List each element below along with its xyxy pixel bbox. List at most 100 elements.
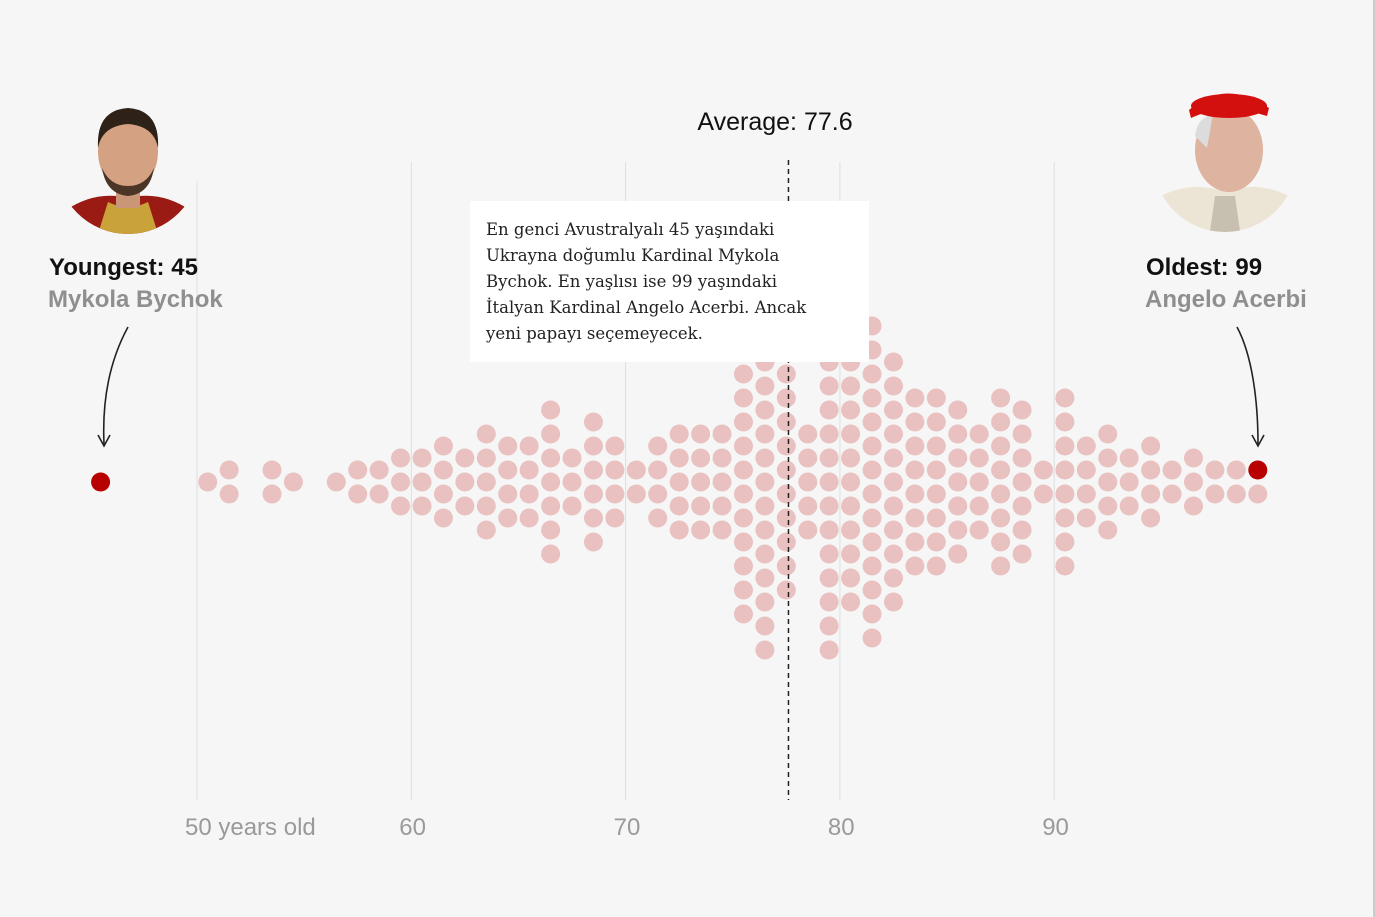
cardinal-dot: [755, 400, 775, 420]
cardinal-dot: [776, 508, 796, 528]
cardinal-dot: [1033, 484, 1053, 504]
cardinal-dot: [476, 520, 496, 540]
highlight-dot-age-99: [1248, 460, 1268, 480]
cardinal-dot: [1183, 448, 1203, 468]
cardinal-dot: [1162, 460, 1182, 480]
cardinal-dot: [1012, 520, 1032, 540]
cardinal-dot: [1141, 436, 1161, 456]
cardinal-dot: [648, 436, 668, 456]
cardinal-dot: [733, 604, 753, 624]
cardinal-dot: [1141, 508, 1161, 528]
cardinal-dot: [1183, 472, 1203, 492]
cardinal-dot: [1055, 484, 1075, 504]
cardinal-dot: [369, 484, 389, 504]
cardinal-dot: [1098, 448, 1118, 468]
cardinal-dot: [541, 496, 561, 516]
cardinal-dot: [841, 544, 861, 564]
oldest-name: Angelo Acerbi: [1145, 286, 1307, 313]
cardinal-dot: [905, 412, 925, 432]
cardinal-dot: [991, 388, 1011, 408]
cardinal-dot: [648, 484, 668, 504]
cardinal-dot: [1055, 388, 1075, 408]
x-tick-label: 90: [1042, 814, 1069, 841]
cardinal-dot: [798, 448, 818, 468]
annotation-line: yeni papayı seçemeyecek.: [486, 324, 703, 343]
cardinal-dot: [905, 532, 925, 552]
cardinal-dot: [948, 520, 968, 540]
cardinal-dot: [883, 568, 903, 588]
cardinal-dot: [862, 532, 882, 552]
annotation-line: İtalyan Kardinal Angelo Acerbi. Ancak: [486, 298, 807, 317]
cardinal-dot: [776, 364, 796, 384]
cardinal-dot: [1055, 436, 1075, 456]
cardinal-dot: [391, 496, 411, 516]
cardinal-dot: [1098, 424, 1118, 444]
annotation-line: Bychok. En yaşlısı ise 99 yaşındaki: [486, 272, 778, 291]
cardinal-dot: [991, 556, 1011, 576]
cardinal-dot: [519, 484, 539, 504]
cardinal-dot: [1119, 496, 1139, 516]
cardinal-dot: [1141, 484, 1161, 504]
cardinal-dot: [991, 460, 1011, 480]
cardinal-dot: [519, 436, 539, 456]
cardinal-dot: [583, 460, 603, 480]
cardinal-dot: [1012, 544, 1032, 564]
cardinal-dot: [1055, 532, 1075, 552]
cardinal-dot: [541, 448, 561, 468]
cardinal-dot: [862, 436, 882, 456]
cardinal-dot: [455, 448, 475, 468]
cardinal-dot: [926, 436, 946, 456]
cardinal-dot: [605, 508, 625, 528]
cardinal-dot: [691, 472, 711, 492]
cardinal-dot: [841, 520, 861, 540]
cardinal-dot: [991, 508, 1011, 528]
cardinal-dot: [776, 532, 796, 552]
cardinal-dot: [262, 484, 282, 504]
cardinal-dot: [605, 460, 625, 480]
cardinal-dot: [798, 520, 818, 540]
cardinal-dot: [1098, 496, 1118, 516]
cardinal-dot: [412, 448, 432, 468]
cardinal-dot: [862, 508, 882, 528]
cardinal-dot: [669, 496, 689, 516]
cardinal-dot: [841, 376, 861, 396]
cardinal-dot: [733, 460, 753, 480]
cardinal-dot: [755, 520, 775, 540]
cardinal-dot: [583, 484, 603, 504]
cardinal-dot: [605, 484, 625, 504]
cardinal-dot: [412, 496, 432, 516]
cardinal-dot: [733, 484, 753, 504]
annotation-box: En genci Avustralyalı 45 yaşındaki Ukray…: [470, 201, 869, 362]
cardinal-dot: [519, 508, 539, 528]
cardinal-dot: [391, 472, 411, 492]
cardinal-dot: [883, 424, 903, 444]
arrow-oldest-head: [1251, 434, 1265, 448]
cardinal-dot: [883, 496, 903, 516]
cardinal-dot: [1119, 472, 1139, 492]
cardinal-dot: [776, 556, 796, 576]
cardinal-dot: [583, 412, 603, 432]
cardinal-dot: [369, 460, 389, 480]
cardinal-dot: [926, 556, 946, 576]
cardinal-dot: [712, 472, 732, 492]
cardinal-dot: [1248, 484, 1268, 504]
cardinal-dot: [883, 472, 903, 492]
cardinal-dot: [691, 520, 711, 540]
cardinal-dot: [926, 412, 946, 432]
cardinal-dot: [819, 592, 839, 612]
cardinal-dot: [883, 448, 903, 468]
cardinal-dot: [755, 616, 775, 636]
cardinal-dot: [883, 352, 903, 372]
cardinal-dot: [755, 424, 775, 444]
cardinal-dot: [862, 388, 882, 408]
cardinal-dot: [1183, 496, 1203, 516]
cardinal-dot: [905, 556, 925, 576]
cardinal-dot: [1098, 472, 1118, 492]
cardinal-dot: [841, 400, 861, 420]
cardinal-dot: [348, 460, 368, 480]
cardinal-dot: [1012, 472, 1032, 492]
cardinal-dot: [733, 532, 753, 552]
cardinal-dot: [819, 400, 839, 420]
cardinal-dot: [776, 388, 796, 408]
cardinal-dot: [883, 376, 903, 396]
